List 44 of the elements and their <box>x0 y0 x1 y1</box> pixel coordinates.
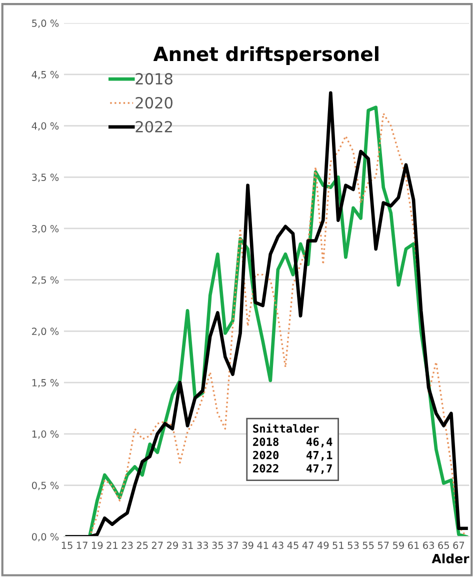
x-tick-label: 59 <box>393 542 404 549</box>
y-tick-label: 3,5 % <box>32 174 59 182</box>
text: Annet driftspersonel <box>153 46 378 66</box>
annotation: Snittalder 2018 46,4 2020 47,1 2022 47,7 <box>253 424 332 474</box>
x-tick-label: 37 <box>227 542 238 549</box>
x-tick-label: 15 <box>62 542 72 549</box>
y-tick-label: 5,0 % <box>32 20 59 28</box>
x-tick-label: 25 <box>136 542 148 549</box>
x-tick-label: 29 <box>166 542 178 549</box>
x-tick-label: 51 <box>332 542 344 549</box>
y-tick-label: 2,5 % <box>32 276 59 285</box>
x-tick-label: 65 <box>438 542 449 549</box>
x-tick-label: 53 <box>348 542 359 549</box>
x-tick-label: 23 <box>122 542 133 549</box>
x-tick-label: 31 <box>182 542 193 549</box>
x-tick-label: 43 <box>272 542 284 549</box>
x-tick-label: 35 <box>212 542 223 549</box>
x-tick-label: 47 <box>302 542 314 549</box>
y-tick-label: 0,0 % <box>32 533 59 542</box>
x-tick-label: 27 <box>152 542 163 549</box>
x-tick-label: 21 <box>106 542 118 549</box>
y-tick-label: 4,5 % <box>32 70 59 80</box>
x-tick-label: 61 <box>408 542 419 549</box>
legend-label: 2018 <box>136 73 172 85</box>
x-tick-label: 63 <box>423 542 434 549</box>
y-tick-label: 3,0 % <box>32 224 59 234</box>
y-tick-label: 1,0 % <box>32 430 59 439</box>
x-tick-label: 49 <box>317 542 329 549</box>
x-tick-label: 57 <box>378 542 389 549</box>
x-tick-label: 19 <box>92 542 103 549</box>
y-tick-label: 1,5 % <box>32 379 59 388</box>
x-tick-label: 41 <box>257 542 268 549</box>
x-tick-label: 39 <box>242 542 254 549</box>
y-tick-label: 2,0 % <box>32 328 59 336</box>
x-tick-label: 45 <box>287 542 298 549</box>
legend-label: 2022 <box>136 120 172 133</box>
x-tick-label: 33 <box>197 542 208 549</box>
y-tick-label: 4,0 % <box>32 122 59 131</box>
x-tick-label: 55 <box>362 542 374 549</box>
x-axis-title: Alder <box>432 554 470 564</box>
x-tick-label: 17 <box>76 542 88 549</box>
x-tick-label: 67 <box>453 542 464 549</box>
y-tick-label: 0,5 % <box>32 482 59 490</box>
legend-label: 2020 <box>136 97 172 109</box>
